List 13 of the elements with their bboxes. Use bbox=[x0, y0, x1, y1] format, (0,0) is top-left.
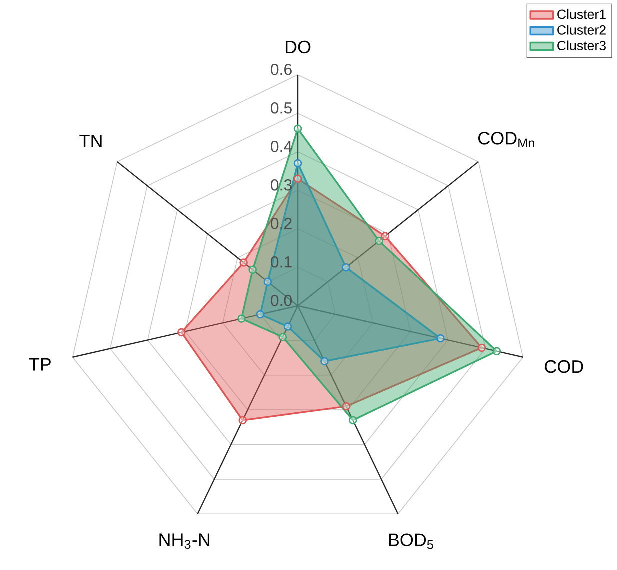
legend-label: Cluster1 bbox=[558, 9, 606, 20]
spoke-label: NH$_{3}$-N bbox=[160, 534, 210, 550]
legend-label: Cluster2 bbox=[558, 25, 606, 35]
spoke-label: TN bbox=[80, 135, 102, 148]
spoke-label: TP bbox=[29, 358, 51, 371]
y-tick-label: 0.6 bbox=[271, 64, 292, 76]
legend-label: Cluster3 bbox=[558, 40, 606, 51]
spoke-label: COD$_{Mn}$ bbox=[478, 132, 534, 148]
spoke-label: DO bbox=[286, 40, 311, 54]
y-tick-label: 0.5 bbox=[271, 102, 292, 114]
spoke-label: COD bbox=[545, 360, 584, 374]
y-tick-label: 0.0 bbox=[271, 294, 292, 306]
spoke-label: BOD$_{5}$ bbox=[389, 534, 434, 550]
